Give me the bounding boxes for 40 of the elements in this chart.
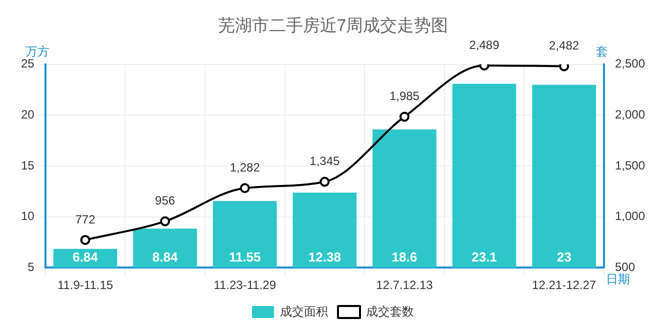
- data-label: 1,282: [230, 160, 260, 174]
- legend-label: 成交面积: [280, 304, 328, 318]
- data-label: 11.55: [228, 250, 261, 265]
- y2-tick-label: 500: [614, 260, 636, 274]
- data-label: 8.84: [152, 250, 178, 265]
- legend-label: 成交套数: [366, 304, 414, 318]
- data-label: 18.6: [392, 250, 418, 265]
- data-label: 23: [556, 250, 572, 265]
- chart-title: 芜湖市二手房近7周成交走势图: [218, 16, 448, 35]
- data-label: 1,345: [310, 154, 340, 168]
- x-tick-label: 11.23-11.29: [214, 278, 276, 292]
- data-label: 956: [155, 194, 176, 208]
- y2-tick-label: 2,000: [614, 108, 646, 122]
- y-tick-label: 15: [20, 158, 35, 172]
- data-label: 6.84: [72, 250, 99, 265]
- point: [559, 64, 570, 72]
- y-axis-title: 万方: [25, 44, 50, 59]
- data-label: 23.1: [472, 250, 497, 265]
- point: [320, 176, 330, 187]
- y-tick-label: 20: [20, 108, 35, 122]
- x-tick-label: 12.21-12.27: [532, 278, 596, 292]
- data-label: 772: [75, 212, 96, 226]
- y2-axis-title: 套: [596, 44, 608, 59]
- y-tick-label: 5: [28, 260, 35, 274]
- x-tick-label: 11.9-11.15: [57, 278, 114, 292]
- data-label: 2,482: [549, 38, 580, 53]
- y-tick-label: 25: [20, 56, 35, 71]
- y2-tick-label: 1,500: [614, 158, 646, 172]
- y2-tick-label: 2,500: [614, 56, 646, 71]
- data-label: 2,489: [469, 38, 500, 52]
- point: [399, 112, 410, 122]
- x-axis-title: 日期: [606, 272, 630, 286]
- y-tick-label: 10: [20, 209, 35, 224]
- data-label: 1,985: [389, 89, 420, 104]
- data-label: 12.38: [308, 250, 341, 265]
- point: [80, 234, 90, 245]
- x-tick-label: 12.7.12.13: [376, 278, 434, 292]
- point: [160, 216, 170, 226]
- y2-tick-label: 1,000: [614, 209, 646, 224]
- point: [240, 183, 250, 194]
